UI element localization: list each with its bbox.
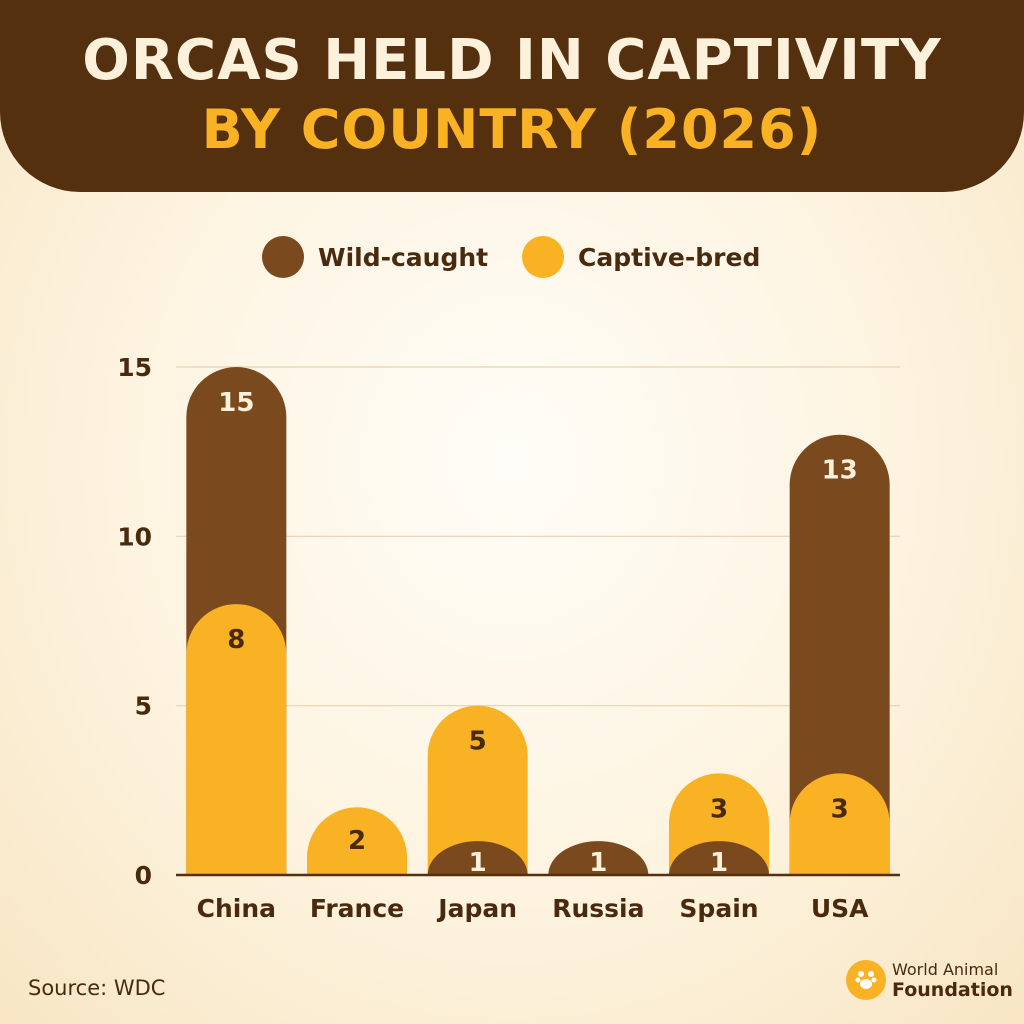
legend-swatch-wild-caught bbox=[262, 236, 304, 278]
source-note: Source: WDC bbox=[28, 976, 166, 1000]
data-label: 13 bbox=[822, 456, 858, 486]
data-label: 2 bbox=[348, 826, 366, 856]
data-label: 3 bbox=[831, 794, 849, 824]
title-line-2: BY COUNTRY (2026) bbox=[201, 98, 823, 161]
legend-item-captive-bred: Captive-bred bbox=[522, 236, 760, 278]
data-label: 15 bbox=[218, 388, 254, 418]
y-tick-label: 5 bbox=[135, 692, 152, 721]
bar-captive-bred bbox=[307, 807, 407, 875]
brand-name-line2: Foundation bbox=[892, 979, 1013, 1001]
bar-wild-caught bbox=[427, 841, 528, 875]
brand-name-line1: World Animal bbox=[892, 960, 999, 979]
data-label: 1 bbox=[469, 848, 487, 878]
legend-item-wild-caught: Wild-caught bbox=[262, 236, 488, 278]
y-tick-label: 0 bbox=[135, 861, 152, 890]
x-tick-label: France bbox=[310, 894, 404, 923]
y-tick-label: 15 bbox=[117, 353, 152, 382]
x-tick-label: China bbox=[197, 894, 276, 923]
legend: Wild-caught Captive-bred bbox=[0, 236, 1024, 286]
data-label: 1 bbox=[710, 848, 728, 878]
bar-wild-caught bbox=[548, 841, 649, 875]
x-tick-label: Japan bbox=[436, 894, 517, 923]
paw-heart-icon bbox=[846, 960, 886, 1000]
bar-captive-bred bbox=[427, 705, 528, 875]
x-tick-label: USA bbox=[811, 894, 869, 923]
bar-captive-bred bbox=[186, 604, 287, 875]
data-label: 3 bbox=[710, 794, 728, 824]
data-label: 8 bbox=[227, 625, 245, 655]
legend-label-captive-bred: Captive-bred bbox=[578, 242, 761, 272]
title-line-1: ORCAS HELD IN CAPTIVITY bbox=[82, 28, 942, 93]
header-banner: ORCAS HELD IN CAPTIVITY BY COUNTRY (2026… bbox=[0, 0, 1024, 192]
x-tick-label: Spain bbox=[679, 894, 758, 923]
bar-wild-caught bbox=[669, 841, 769, 875]
brand-logo-block: World Animal Foundation bbox=[846, 960, 1013, 1000]
data-label: 5 bbox=[469, 727, 487, 757]
bar-captive-bred bbox=[789, 773, 890, 875]
x-tick-label: Russia bbox=[552, 894, 644, 923]
data-label: 1 bbox=[589, 848, 607, 878]
legend-label-wild-caught: Wild-caught bbox=[318, 242, 489, 272]
bar-wild-caught bbox=[789, 434, 890, 875]
y-tick-label: 10 bbox=[117, 522, 152, 551]
legend-swatch-captive-bred bbox=[522, 236, 564, 278]
